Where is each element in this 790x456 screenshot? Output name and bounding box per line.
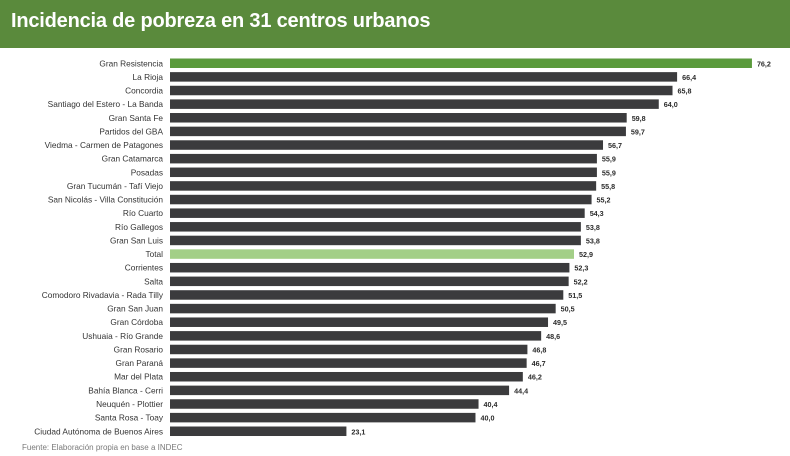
bar <box>170 344 528 355</box>
category-label: Santiago del Estero - La Banda <box>48 99 164 109</box>
category-label: Río Cuarto <box>123 208 164 218</box>
bar <box>170 303 556 314</box>
category-label: Comodoro Rivadavia - Rada Tilly <box>42 290 164 300</box>
category-label: Gran San Juan <box>107 304 163 314</box>
value-label: 40,4 <box>484 400 498 409</box>
value-label: 53,8 <box>586 236 600 245</box>
bar <box>170 140 604 150</box>
bar <box>170 167 597 178</box>
category-label: Gran Resistencia <box>99 58 163 68</box>
value-label: 48,6 <box>546 332 560 341</box>
value-label: 59,8 <box>632 114 646 123</box>
category-label: Total <box>145 249 163 259</box>
bar <box>170 371 523 382</box>
bar <box>170 126 626 137</box>
category-label: Gran San Luis <box>110 235 163 245</box>
bar <box>170 317 549 327</box>
value-label: 55,9 <box>602 155 616 164</box>
value-label: 54,3 <box>590 209 604 218</box>
bar <box>170 85 673 96</box>
category-label: Gran Rosario <box>114 344 164 354</box>
category-label: Corrientes <box>125 263 163 273</box>
value-label: 52,3 <box>574 264 588 273</box>
category-label: Gran Paraná <box>115 358 163 368</box>
bar <box>170 358 527 368</box>
value-label: 46,8 <box>532 345 546 354</box>
bar <box>170 72 678 82</box>
value-label: 76,2 <box>757 59 771 68</box>
value-label: 59,7 <box>631 127 645 136</box>
value-label: 46,2 <box>528 373 542 382</box>
source-note: Fuente: Elaboración propia en base a IND… <box>22 443 183 452</box>
bar <box>170 426 347 437</box>
value-label: 66,4 <box>682 73 696 82</box>
bar <box>170 262 570 273</box>
category-label: Posadas <box>131 167 163 177</box>
category-label: Santa Rosa - Toay <box>95 413 164 423</box>
category-label: Gran Córdoba <box>110 317 163 327</box>
bar <box>170 249 574 259</box>
bar <box>170 235 581 246</box>
category-label: Salta <box>144 276 163 286</box>
bar <box>170 153 597 164</box>
value-label: 52,2 <box>574 277 588 286</box>
title-banner: Incidencia de pobreza en 31 centros urba… <box>0 0 790 48</box>
value-label: 52,9 <box>579 250 593 259</box>
category-label: Gran Santa Fe <box>109 113 164 123</box>
bar <box>170 276 569 287</box>
category-label: Bahía Blanca - Cerri <box>88 385 163 395</box>
category-label: Partidos del GBA <box>99 126 163 136</box>
value-label: 50,5 <box>561 305 575 314</box>
value-label: 44,4 <box>514 386 528 395</box>
bar <box>170 99 659 109</box>
category-label: Gran Tucumán - Tafí Viejo <box>67 181 163 191</box>
category-label: Ushuaia - Río Grande <box>82 331 163 341</box>
value-label: 51,5 <box>568 291 582 300</box>
category-label: San Nicolás - Villa Constitución <box>48 195 164 205</box>
bar <box>170 412 476 423</box>
category-label: Viedma - Carmen de Patagones <box>45 140 163 150</box>
category-label: La Rioja <box>133 72 164 82</box>
category-label: Neuquén - Plottier <box>96 399 163 409</box>
value-label: 55,2 <box>597 196 611 205</box>
bar <box>170 181 597 191</box>
bar <box>170 194 592 205</box>
bar <box>170 290 564 300</box>
category-label: Ciudad Autónoma de Buenos Aires <box>34 426 163 436</box>
value-label: 40,0 <box>480 414 494 423</box>
bar <box>170 399 479 409</box>
value-label: 23,1 <box>351 427 365 436</box>
value-label: 55,9 <box>602 168 616 177</box>
value-label: 53,8 <box>586 223 600 232</box>
value-label: 65,8 <box>678 87 692 96</box>
bar <box>170 385 510 396</box>
category-label: Concordia <box>125 86 163 96</box>
bar <box>170 113 627 123</box>
bar <box>170 208 585 218</box>
chart-title: Incidencia de pobreza en 31 centros urba… <box>11 10 431 32</box>
value-label: 56,7 <box>608 141 622 150</box>
value-label: 55,8 <box>601 182 615 191</box>
bar <box>170 58 752 68</box>
value-label: 46,7 <box>532 359 546 368</box>
category-label: Río Gallegos <box>115 222 163 232</box>
bar <box>170 222 581 232</box>
bar <box>170 331 542 341</box>
category-label: Mar del Plata <box>114 372 163 382</box>
category-label: Gran Catamarca <box>102 154 164 164</box>
value-label: 64,0 <box>664 100 678 109</box>
value-label: 49,5 <box>553 318 567 327</box>
